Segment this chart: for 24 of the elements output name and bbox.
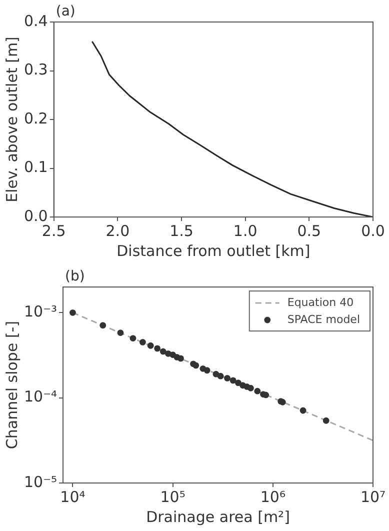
chart-title: (a) — [56, 4, 76, 20]
legend-label: SPACE model — [287, 312, 360, 326]
y-tick-label: 10⁻⁴ — [24, 388, 58, 406]
x-axis-title: Drainage area [m²] — [146, 508, 290, 526]
x-tick-label: 10⁷ — [360, 488, 386, 506]
y-tick-label: 0.1 — [24, 158, 48, 176]
x-tick-label: 10⁶ — [260, 488, 286, 506]
chart-title: (b) — [65, 268, 85, 285]
x-axis-title: Distance from outlet [km] — [116, 242, 310, 260]
x-tick-label: 2.0 — [106, 222, 130, 240]
x-tick-label: 1.0 — [233, 222, 258, 240]
y-tick-label: 10⁻³ — [24, 302, 58, 321]
y-tick-label: 10⁻⁵ — [24, 472, 58, 491]
x-tick-label: 0.5 — [297, 222, 322, 240]
x-tick-label: 0.0 — [361, 222, 385, 240]
y-tick-label: 0.3 — [24, 60, 48, 79]
y-tick-label: 0.4 — [24, 12, 48, 30]
x-tick-label: 10⁴ — [60, 488, 86, 506]
x-tick-label: 1.5 — [170, 222, 194, 240]
legend-label: Equation 40 — [287, 296, 354, 309]
y-tick-label: 0.2 — [24, 109, 48, 128]
y-axis-title: Elev. above outlet [m] — [2, 36, 21, 202]
y-axis-title: Channel slope [-] — [2, 320, 21, 450]
x-tick-label: 10⁵ — [160, 488, 186, 506]
